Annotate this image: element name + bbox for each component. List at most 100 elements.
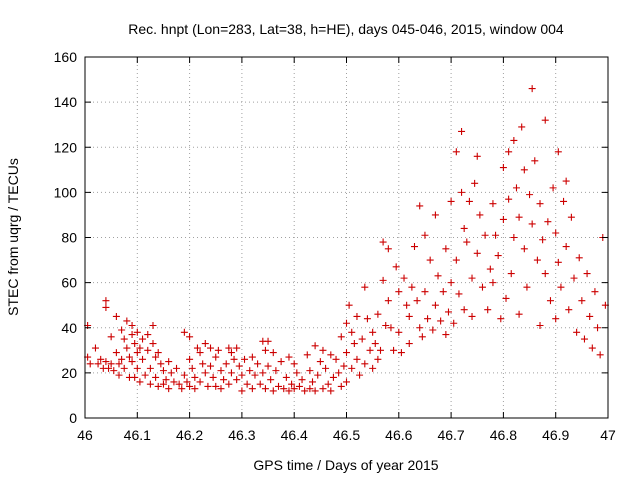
data-point (374, 355, 382, 363)
x-axis-label: GPS time / Days of year 2015 (253, 457, 438, 473)
x-tick-label: 46.9 (542, 427, 569, 443)
data-point (560, 197, 568, 205)
y-tick-label: 20 (61, 365, 77, 381)
data-point (421, 231, 429, 239)
data-point (384, 297, 392, 305)
data-point (105, 364, 113, 372)
data-point (520, 166, 528, 174)
data-point (123, 317, 131, 325)
y-tick-label: 80 (61, 230, 77, 246)
x-tick-label: 46.3 (228, 427, 255, 443)
data-point (149, 340, 157, 348)
data-point (447, 279, 455, 287)
data-point (133, 328, 141, 336)
data-point (94, 360, 102, 368)
data-point (264, 337, 272, 345)
data-point (293, 369, 301, 377)
data-point (159, 380, 167, 388)
chart-title: Rec. hnpt (Lon=283, Lat=38, h=HE), days … (128, 21, 564, 37)
x-tick-label: 46.1 (124, 427, 151, 443)
data-point (502, 294, 510, 302)
data-point (238, 387, 246, 395)
data-point (515, 310, 523, 318)
data-point (144, 331, 152, 339)
data-point (269, 387, 277, 395)
data-point (97, 355, 105, 363)
data-point (230, 355, 238, 363)
data-point (120, 335, 128, 343)
data-point (102, 303, 110, 311)
data-point (248, 353, 256, 361)
data-point (327, 351, 335, 359)
data-point (170, 378, 178, 386)
data-point (107, 333, 115, 341)
x-tick-label: 47 (600, 427, 616, 443)
data-point (261, 346, 269, 354)
data-point (246, 367, 254, 375)
data-point (290, 385, 298, 393)
data-point (458, 188, 466, 196)
data-point (596, 351, 604, 359)
data-point (157, 360, 165, 368)
data-point (486, 265, 494, 273)
data-point (199, 360, 207, 368)
data-point (277, 358, 285, 366)
y-tick-label: 100 (54, 184, 78, 200)
data-point (133, 364, 141, 372)
data-point (264, 362, 272, 370)
data-point (118, 355, 126, 363)
data-point (316, 358, 324, 366)
data-point (180, 371, 188, 379)
data-point (91, 344, 99, 352)
data-point (146, 380, 154, 388)
data-point (554, 148, 562, 156)
data-point (345, 301, 353, 309)
data-point (366, 346, 374, 354)
data-point (207, 344, 215, 352)
data-point (131, 373, 139, 381)
data-point (212, 382, 220, 390)
data-point (110, 367, 118, 375)
data-point (413, 297, 421, 305)
data-point (515, 213, 523, 221)
data-point (162, 376, 170, 384)
data-point (144, 346, 152, 354)
data-point (460, 224, 468, 232)
data-point (489, 279, 497, 287)
data-point (146, 364, 154, 372)
data-point (353, 355, 361, 363)
data-point (473, 152, 481, 160)
data-point (186, 355, 194, 363)
grid-lines (85, 57, 608, 418)
data-point (484, 306, 492, 314)
data-point (557, 283, 565, 291)
data-point (416, 202, 424, 210)
data-point (241, 355, 249, 363)
data-point (259, 369, 267, 377)
data-point (201, 369, 209, 377)
x-tick-label: 46.2 (176, 427, 203, 443)
data-point (536, 321, 544, 329)
data-point (591, 288, 599, 296)
y-tick-label: 0 (69, 410, 77, 426)
data-point (165, 385, 173, 393)
data-point (154, 349, 162, 357)
data-point (201, 340, 209, 348)
data-point (212, 353, 220, 361)
data-point (214, 346, 222, 354)
data-point (225, 344, 233, 352)
data-point (507, 270, 515, 278)
data-point (285, 387, 293, 395)
data-point (309, 378, 317, 386)
data-point (136, 344, 144, 352)
data-point (186, 382, 194, 390)
data-point (303, 351, 311, 359)
data-point (306, 367, 314, 375)
data-point (343, 349, 350, 357)
data-point (594, 324, 602, 332)
data-point (280, 385, 288, 393)
data-point (554, 258, 562, 266)
data-point (549, 184, 557, 192)
